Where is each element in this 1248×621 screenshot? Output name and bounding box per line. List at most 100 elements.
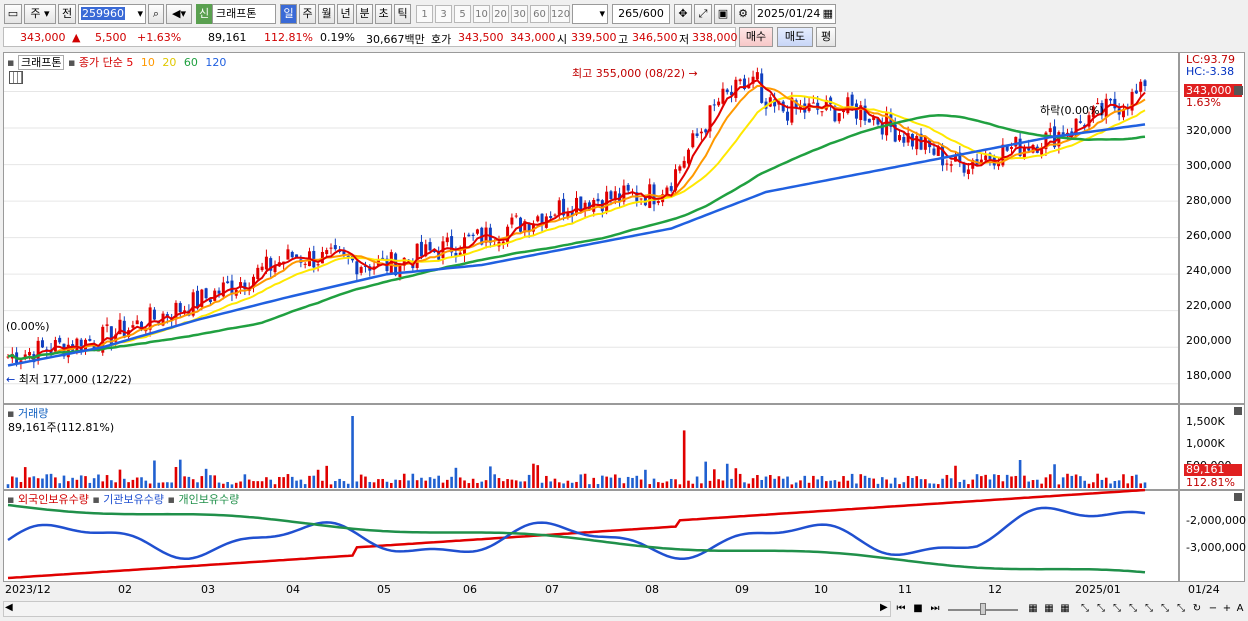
count-input[interactable]: 265/600 xyxy=(612,4,670,24)
last-icon[interactable]: ⏭ xyxy=(930,603,940,614)
candle-body xyxy=(109,326,113,345)
minute-5[interactable]: 5 xyxy=(454,5,471,23)
grid-icon[interactable] xyxy=(9,71,23,84)
eval-button[interactable]: 평 xyxy=(816,27,836,47)
sell-button[interactable]: 매도 xyxy=(777,27,813,47)
minute-30[interactable]: 30 xyxy=(511,5,528,23)
gear-icon[interactable]: ⚙ xyxy=(734,4,752,24)
chart-tool-icon[interactable]: ⤡ xyxy=(1177,603,1185,614)
volume-bar xyxy=(290,476,294,488)
candle-body xyxy=(704,129,708,133)
ma-10-label[interactable]: 10 xyxy=(140,56,155,69)
tab-second[interactable]: 초 xyxy=(375,4,392,24)
candle-body xyxy=(699,131,703,134)
volume-bar xyxy=(730,478,733,488)
quote-turnover: 0.19% xyxy=(320,31,355,44)
chart-tool-icon[interactable]: ⤡ xyxy=(1097,603,1105,614)
code-input[interactable]: 259960 ▾ xyxy=(78,4,146,24)
square-icon: ▪ xyxy=(7,493,15,506)
chart-tool-icon[interactable]: ⤡ xyxy=(1113,603,1121,614)
quote-change: 5,500 xyxy=(95,31,127,44)
stock-name[interactable]: 크래프톤 xyxy=(212,4,276,24)
ma-5-label[interactable]: 5 xyxy=(126,56,134,69)
minute-custom-select[interactable]: ▾ xyxy=(572,4,608,24)
volume-bar xyxy=(135,477,139,488)
candle-body xyxy=(549,215,553,218)
candle-body xyxy=(208,299,212,303)
close-pane-icon[interactable] xyxy=(1234,407,1242,415)
crosshair-icon[interactable]: ✥ xyxy=(674,4,692,24)
individual-holding-label[interactable]: 개인보유수량 xyxy=(178,493,240,506)
minute-10[interactable]: 10 xyxy=(473,5,490,23)
ma-20-label[interactable]: 20 xyxy=(162,56,177,69)
candle-body xyxy=(325,250,329,255)
window-icon[interactable]: ▭ xyxy=(4,4,22,24)
tab-tick[interactable]: 틱 xyxy=(394,4,411,24)
first-icon[interactable]: ⏮ xyxy=(896,603,906,614)
volume-bar xyxy=(639,479,643,488)
volume-bar xyxy=(665,481,669,488)
zoom-reset-icon[interactable]: ↻ xyxy=(1192,603,1202,614)
minute-1[interactable]: 1 xyxy=(416,5,433,23)
candle-body xyxy=(738,79,742,82)
candle-body xyxy=(79,339,83,351)
tab-month[interactable]: 월 xyxy=(318,4,335,24)
minute-120[interactable]: 120 xyxy=(550,5,570,23)
font-size-icon[interactable]: A xyxy=(1236,603,1244,614)
zoom-slider-thumb[interactable] xyxy=(980,603,986,615)
tab-year[interactable]: 년 xyxy=(337,4,354,24)
foreign-holding-label[interactable]: 외국인보유수량 xyxy=(17,493,89,506)
volume-bar xyxy=(66,481,70,488)
scroll-left-icon[interactable]: ◀ xyxy=(5,602,13,613)
volume-bar xyxy=(1100,479,1104,488)
price-pane-name[interactable]: 크래프톤 xyxy=(17,55,65,70)
ma-60-label[interactable]: 60 xyxy=(183,56,198,69)
calendar-icon[interactable]: ▦ xyxy=(822,7,833,20)
buy-button[interactable]: 매수 xyxy=(739,27,773,47)
chart-tool-icon[interactable]: ⤡ xyxy=(1145,603,1153,614)
scroll-right-icon[interactable]: ▶ xyxy=(880,602,888,613)
date-value: 2025/01/24 xyxy=(757,7,821,20)
price-pane[interactable] xyxy=(3,52,1179,404)
tab-day[interactable]: 일 xyxy=(280,4,297,24)
chart-tool-icon[interactable]: ⤡ xyxy=(1129,603,1137,614)
search-icon[interactable]: ⌕ xyxy=(148,4,164,24)
chart-tool-icon[interactable]: ⤡ xyxy=(1161,603,1169,614)
quote-low: 338,000 xyxy=(692,31,738,44)
stop-icon[interactable]: ■ xyxy=(913,603,923,614)
minute-20[interactable]: 20 xyxy=(492,5,509,23)
expand-icon[interactable] xyxy=(1234,86,1243,95)
prev-button[interactable]: 전 xyxy=(58,4,76,24)
close-pane-icon[interactable] xyxy=(1234,493,1242,501)
zoom-out-icon[interactable]: − xyxy=(1208,603,1218,614)
tab-week[interactable]: 주 xyxy=(299,4,316,24)
quote-high-label: 고 xyxy=(618,33,629,46)
grid-small-icon[interactable]: ▦ xyxy=(1028,603,1038,614)
draw-line-icon[interactable]: ⤢ xyxy=(694,4,712,24)
volume-title[interactable]: 거래량 xyxy=(17,407,49,420)
institution-holding-label[interactable]: 기관보유수량 xyxy=(103,493,165,506)
chart-tool-icon[interactable]: ⤡ xyxy=(1081,603,1089,614)
zoom-in-icon[interactable]: + xyxy=(1222,603,1232,614)
grid-small-icon[interactable]: ▦ xyxy=(1060,603,1070,614)
scrollbar-track[interactable] xyxy=(3,601,891,617)
candle-body xyxy=(213,290,217,301)
volume-bar xyxy=(717,479,720,488)
minute-60[interactable]: 60 xyxy=(530,5,549,23)
right-note: 하락(0.00%) xyxy=(1040,102,1104,118)
volume-bar xyxy=(381,478,384,488)
speaker-icon[interactable]: ◀▾ xyxy=(166,4,192,24)
ma-120-label[interactable]: 120 xyxy=(205,56,227,69)
grid-small-icon[interactable]: ▦ xyxy=(1044,603,1054,614)
minute-3[interactable]: 3 xyxy=(435,5,452,23)
volume-bar xyxy=(678,484,682,488)
volume-pane[interactable] xyxy=(3,404,1179,490)
market-select[interactable]: 주 ▾ xyxy=(24,4,56,24)
date-input[interactable]: 2025/01/24 ▦ xyxy=(754,4,836,24)
chevron-down-icon[interactable]: ▾ xyxy=(137,7,143,20)
ma-label[interactable]: 종가 단순 xyxy=(78,56,123,69)
candle-body xyxy=(1044,132,1048,150)
tab-minute[interactable]: 분 xyxy=(356,4,373,24)
save-icon[interactable]: ▣ xyxy=(714,4,732,24)
